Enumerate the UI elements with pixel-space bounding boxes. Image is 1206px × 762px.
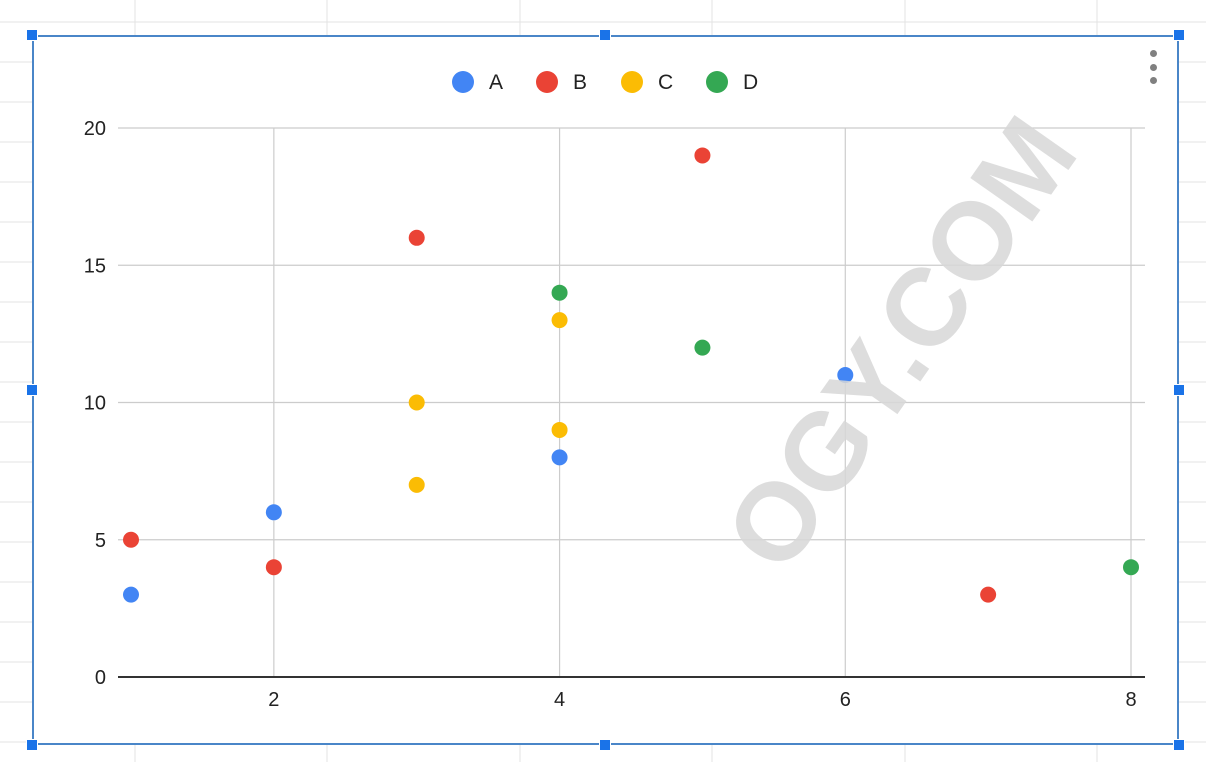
data-points <box>123 147 1139 603</box>
resize-handle-left[interactable] <box>26 384 38 396</box>
gridlines <box>118 127 1145 677</box>
resize-handle-right[interactable] <box>1173 384 1185 396</box>
x-tick-label: 6 <box>840 689 851 711</box>
data-point-c <box>408 476 425 493</box>
axes: 0 5 10 15 20 2 4 6 8 <box>84 118 1145 711</box>
data-point-b <box>123 531 139 548</box>
menu-dot <box>1149 77 1157 84</box>
data-point-c <box>551 421 568 438</box>
data-point-a <box>837 367 854 384</box>
more-vertical-icon[interactable] <box>1146 50 1160 84</box>
data-point-d <box>694 339 711 356</box>
legend-marker-c <box>621 71 643 93</box>
data-point-d <box>551 284 568 301</box>
x-tick-label: 8 <box>1125 689 1136 711</box>
resize-handle-top-right[interactable] <box>1173 29 1185 41</box>
data-point-b <box>265 559 282 576</box>
data-point-b <box>694 147 711 164</box>
y-tick-label: 10 <box>84 393 106 415</box>
legend-label-a: A <box>489 71 503 94</box>
resize-handle-bottom-right[interactable] <box>1173 739 1185 751</box>
y-tick-label: 0 <box>95 667 106 689</box>
data-point-c <box>408 394 425 411</box>
legend-label-c: C <box>658 71 673 94</box>
legend-marker-a <box>452 71 474 93</box>
legend-label-d: D <box>743 71 758 94</box>
legend-marker-d <box>706 71 728 93</box>
data-point-a <box>123 586 139 603</box>
legend-label-b: B <box>573 71 587 94</box>
resize-handle-top-left[interactable] <box>26 29 38 41</box>
data-point-d <box>1123 559 1139 576</box>
x-tick-label: 4 <box>554 689 565 711</box>
data-point-b <box>408 229 425 246</box>
resize-handle-bottom-left[interactable] <box>26 739 38 751</box>
data-point-b <box>980 586 997 603</box>
menu-dot <box>1149 50 1157 57</box>
x-tick-label: 2 <box>268 689 279 711</box>
menu-dot <box>1149 63 1157 71</box>
data-point-a <box>265 504 282 521</box>
y-tick-label: 20 <box>84 118 106 140</box>
data-point-a <box>551 449 568 466</box>
legend-marker-b <box>536 71 558 93</box>
y-tick-label: 15 <box>84 255 106 277</box>
resize-handle-top[interactable] <box>599 29 611 41</box>
y-tick-label: 5 <box>95 530 106 552</box>
legend[interactable]: A B C D <box>452 71 758 94</box>
data-point-c <box>551 312 568 329</box>
resize-handle-bottom[interactable] <box>599 739 611 751</box>
